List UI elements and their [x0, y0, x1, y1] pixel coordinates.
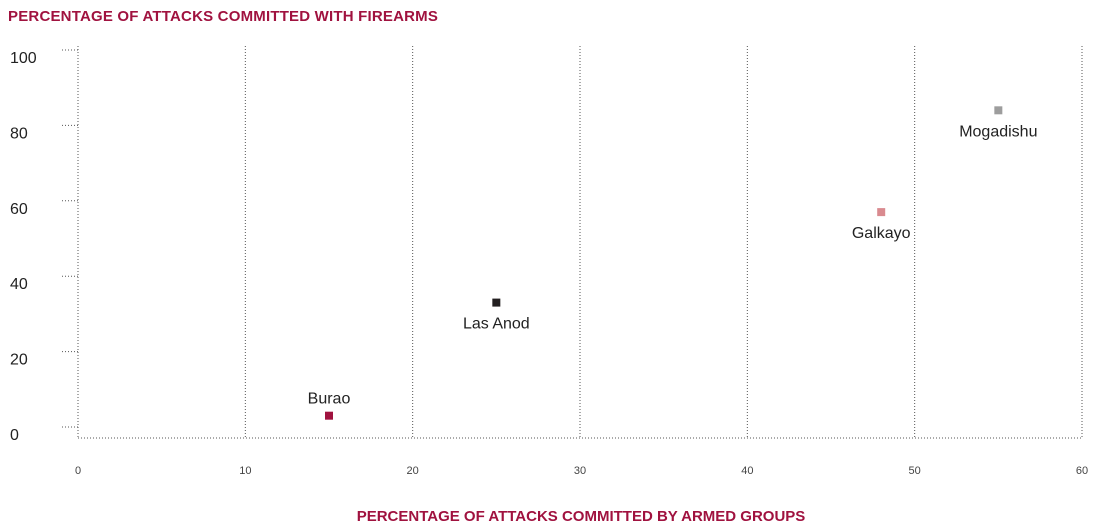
x-tick-label: 60: [1076, 465, 1088, 477]
data-point-galkayo: [877, 208, 886, 217]
y-tick-label: 40: [10, 276, 28, 293]
data-label-galkayo: Galkayo: [852, 225, 911, 242]
x-axis-ticks: 0 10 20 30 40 50 60: [75, 465, 1088, 477]
y-tick-label: 100: [10, 50, 37, 67]
x-tick-label: 30: [574, 465, 586, 477]
x-tick-label: 50: [909, 465, 921, 477]
data-label-mogadishu: Mogadishu: [959, 123, 1037, 140]
x-tick-label: 20: [407, 465, 419, 477]
data-point-burao: [325, 411, 333, 420]
y-tick-label: 20: [10, 352, 28, 369]
data-point-mogadishu: [994, 106, 1003, 115]
data-label-burao: Burao: [308, 391, 351, 408]
chart-title: PERCENTAGE OF ATTACKS COMMITTED WITH FIR…: [8, 8, 439, 25]
y-tick-label: 60: [10, 201, 28, 218]
x-tick-label: 40: [741, 465, 753, 477]
x-tick-label: 0: [75, 465, 81, 477]
y-axis-ticks: 0 20 40 60 80 100: [10, 50, 37, 444]
data-point-las-anod: [492, 298, 501, 307]
data-label-las-anod: Las Anod: [463, 316, 530, 333]
y-tick-label: 0: [10, 427, 19, 444]
x-tick-label: 10: [239, 465, 251, 477]
data-points: Burao Las Anod Galkayo Mogadishu: [308, 106, 1037, 420]
axes: [62, 49, 1082, 439]
x-axis-title: PERCENTAGE OF ATTACKS COMMITTED BY ARMED…: [356, 508, 806, 525]
y-tick-label: 80: [10, 125, 28, 142]
grid-lines: [77, 46, 1083, 438]
